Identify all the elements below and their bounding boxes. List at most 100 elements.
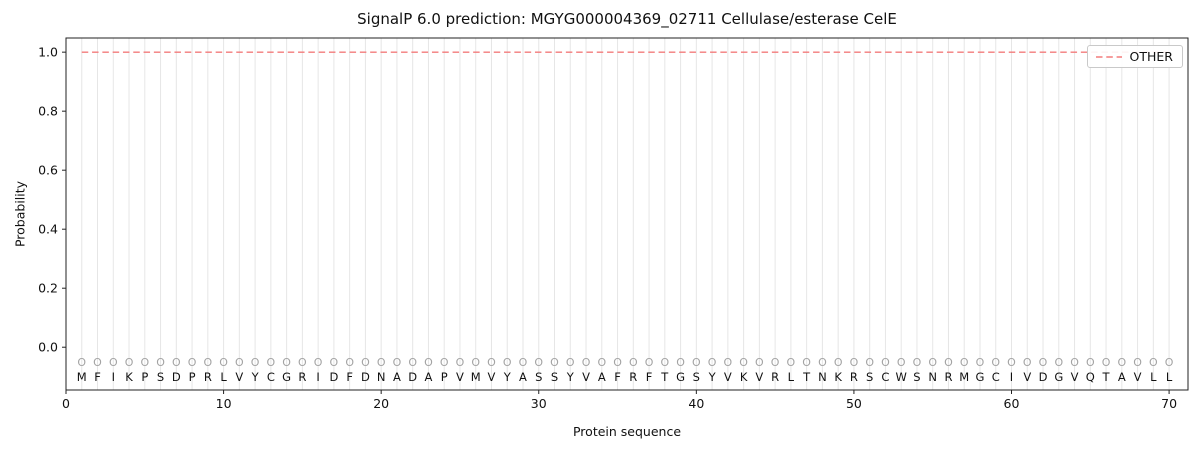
residue-letter: A: [598, 370, 606, 384]
residue-letter: T: [1102, 370, 1111, 384]
prediction-label: O: [708, 356, 717, 369]
residue-letter: A: [1118, 370, 1126, 384]
residue-letter: G: [282, 370, 291, 384]
x-tick-label: 50: [846, 396, 862, 411]
residue-letter: V: [1023, 370, 1031, 384]
prediction-label: O: [1086, 356, 1095, 369]
residue-letter: I: [112, 370, 115, 384]
residue-letter: K: [125, 370, 133, 384]
prediction-label: O: [771, 356, 780, 369]
y-tick-label: 0.4: [38, 222, 58, 237]
prediction-label: O: [724, 356, 733, 369]
prediction-label: O: [1054, 356, 1063, 369]
residue-letter: K: [740, 370, 748, 384]
residue-letter: G: [976, 370, 985, 384]
prediction-label: O: [818, 356, 827, 369]
prediction-label: O: [739, 356, 748, 369]
residue-letter: P: [441, 370, 448, 384]
prediction-label: O: [314, 356, 323, 369]
residue-letter: V: [235, 370, 243, 384]
residue-letter: L: [788, 370, 795, 384]
x-tick-label: 20: [373, 396, 389, 411]
prediction-label: O: [1039, 356, 1048, 369]
residue-letter: N: [377, 370, 386, 384]
residue-letter: A: [393, 370, 401, 384]
residue-letter: F: [94, 370, 101, 384]
residue-letter: Q: [1086, 370, 1095, 384]
residue-letter: I: [1010, 370, 1013, 384]
residue-letter: D: [172, 370, 181, 384]
prediction-label: O: [629, 356, 638, 369]
y-tick-label: 0.8: [38, 104, 58, 119]
y-tick-label: 0.2: [38, 281, 58, 296]
residue-letter: Y: [708, 370, 717, 384]
prediction-label: O: [503, 356, 512, 369]
prediction-label: O: [613, 356, 622, 369]
residue-letter: R: [298, 370, 306, 384]
residue-letter: C: [992, 370, 1000, 384]
y-tick-label: 1.0: [38, 45, 58, 60]
prediction-label: O: [298, 356, 307, 369]
x-tick-label: 10: [216, 396, 232, 411]
prediction-label: O: [582, 356, 591, 369]
prediction-label: O: [440, 356, 449, 369]
chart-title: SignalP 6.0 prediction: MGYG000004369_02…: [357, 10, 897, 28]
residue-letter: D: [329, 370, 338, 384]
residue-letter: F: [614, 370, 621, 384]
residue-letter: R: [944, 370, 952, 384]
prediction-label: O: [188, 356, 197, 369]
prediction-label: O: [1007, 356, 1016, 369]
residue-letter: Y: [566, 370, 575, 384]
prediction-label: O: [471, 356, 480, 369]
residue-letter: V: [1071, 370, 1079, 384]
residue-letter: N: [818, 370, 827, 384]
prediction-label: O: [203, 356, 212, 369]
prediction-label: O: [424, 356, 433, 369]
prediction-label: O: [550, 356, 559, 369]
residue-letter: V: [1134, 370, 1142, 384]
prediction-label: O: [140, 356, 149, 369]
residue-letter: S: [551, 370, 558, 384]
x-tick-label: 40: [688, 396, 704, 411]
prediction-label: O: [487, 356, 496, 369]
residue-letter: G: [676, 370, 685, 384]
prediction-label: O: [519, 356, 528, 369]
residue-letter: G: [1054, 370, 1063, 384]
prediction-label: O: [913, 356, 922, 369]
prediction-label: O: [1149, 356, 1158, 369]
residue-letter: M: [959, 370, 969, 384]
prediction-label: O: [534, 356, 543, 369]
residue-letter: L: [220, 370, 227, 384]
y-tick-label: 0.6: [38, 163, 58, 178]
residue-letter: A: [425, 370, 433, 384]
x-tick-label: 30: [531, 396, 547, 411]
prediction-label: O: [676, 356, 685, 369]
x-tick-label: 70: [1161, 396, 1177, 411]
residue-letter: V: [724, 370, 732, 384]
residue-letter: R: [850, 370, 858, 384]
prediction-label: O: [787, 356, 796, 369]
residue-letter: I: [316, 370, 319, 384]
residue-letter: M: [471, 370, 481, 384]
prediction-label: O: [566, 356, 575, 369]
prediction-label: O: [755, 356, 764, 369]
residue-letter: V: [456, 370, 464, 384]
residue-letter: V: [582, 370, 590, 384]
prediction-label: O: [393, 356, 402, 369]
prediction-label: O: [645, 356, 654, 369]
residue-letter: F: [346, 370, 353, 384]
prediction-label: O: [897, 356, 906, 369]
residue-letter: D: [1039, 370, 1048, 384]
prediction-label: O: [93, 356, 102, 369]
residue-letter: D: [361, 370, 370, 384]
prediction-label: O: [802, 356, 811, 369]
residue-letter: S: [535, 370, 542, 384]
prediction-label: O: [660, 356, 669, 369]
residue-letter: S: [693, 370, 700, 384]
prediction-label: O: [1117, 356, 1126, 369]
prediction-label: O: [597, 356, 606, 369]
prediction-label: O: [1102, 356, 1111, 369]
prediction-label: O: [235, 356, 244, 369]
